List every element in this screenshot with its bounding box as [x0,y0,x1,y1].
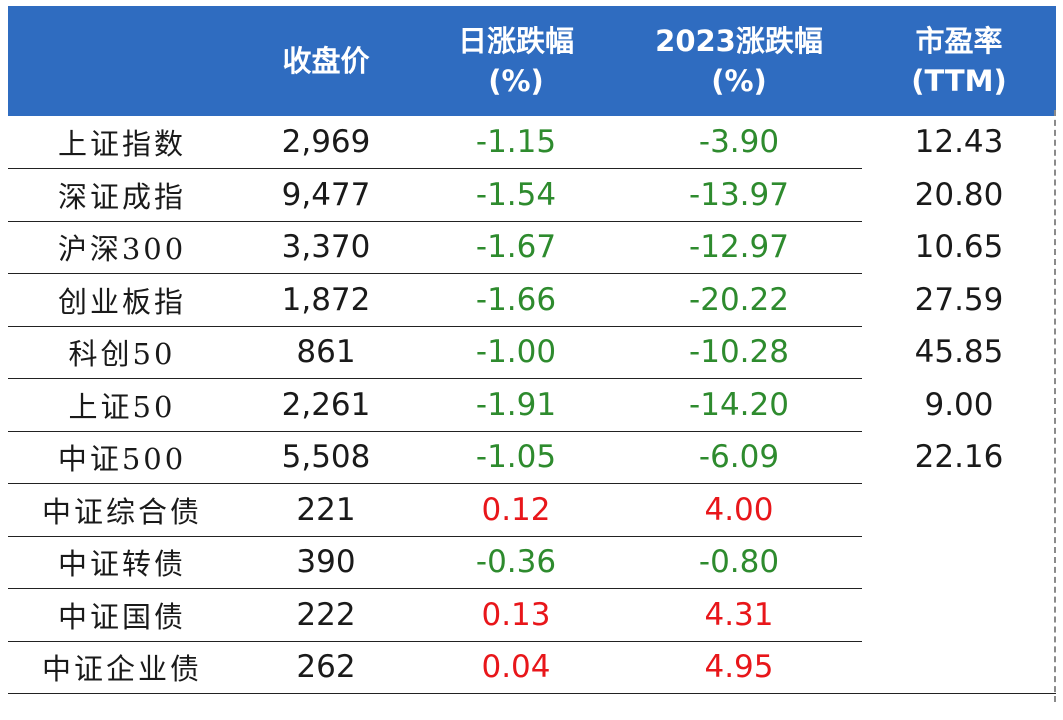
header-pe-ratio-label: 市盈率 [915,24,1003,58]
cell-name: 创业板指 [8,273,236,327]
cell-close: 1,872 [236,273,416,327]
header-close-price: 收盘价 [236,6,416,116]
cell-name: 中证企业债 [8,641,236,694]
table-row: 深证成指 9,477 -1.54 -13.97 20.80 [8,168,1056,222]
cell-ytd: -6.09 [616,431,862,484]
cell-pe: 20.80 [914,176,1004,213]
cell-daily: 0.04 [416,641,616,694]
right-dashed-border [1054,110,1056,702]
cell-pe: 45.85 [914,334,1004,371]
cell-ytd: -10.28 [616,326,862,379]
header-index-name [8,6,236,116]
table-row: 中证转债 390 -0.36 -0.80 [8,536,1056,589]
cell-name: 上证50 [8,378,236,432]
cell-daily: -1.67 [416,221,616,274]
cell-ytd: -0.80 [616,536,862,589]
cell-close: 222 [236,588,416,642]
cell-close: 221 [236,483,416,537]
header-daily-change-unit: (%) [488,64,544,98]
header-daily-change: 日涨跌幅 (%) [416,6,616,116]
cell-close: 390 [236,536,416,589]
cell-name: 科创50 [8,326,236,379]
cell-close: 262 [236,641,416,694]
header-ytd-change-unit: (%) [711,64,767,98]
market-index-table-container: 收盘价 日涨跌幅 (%) 2023涨跌幅 (%) 市盈率 (TTM) 上证指数 2… [8,6,1056,694]
cell-ytd: 4.95 [616,641,862,694]
cell-close: 861 [236,326,416,379]
table-row: 中证企业债 262 0.04 4.95 [8,641,1056,694]
header-pe-ratio-unit: (TTM) [911,64,1007,98]
cell-daily: -1.54 [416,168,616,222]
cell-name: 中证转债 [8,536,236,589]
cell-pe: 9.00 [924,386,994,423]
cell-ytd: 4.31 [616,588,862,642]
table-row: 上证50 2,261 -1.91 -14.20 9.00 [8,378,1056,432]
cell-daily: -1.91 [416,378,616,432]
table-row: 中证综合债 221 0.12 4.00 [8,483,1056,537]
cell-close: 3,370 [236,221,416,274]
cell-pe: 22.16 [914,439,1004,476]
cell-close: 2,261 [236,378,416,432]
cell-pe: 10.65 [914,229,1004,266]
market-index-table: 收盘价 日涨跌幅 (%) 2023涨跌幅 (%) 市盈率 (TTM) 上证指数 2… [8,6,1056,694]
table-row: 科创50 861 -1.00 -10.28 45.85 [8,326,1056,379]
table-row: 中证500 5,508 -1.05 -6.09 22.16 [8,431,1056,484]
cell-name: 中证国债 [8,588,236,642]
cell-pe [862,589,1056,642]
cell-daily: -1.00 [416,326,616,379]
table-row: 中证国债 222 0.13 4.31 [8,588,1056,642]
cell-daily: -1.05 [416,431,616,484]
table-header: 收盘价 日涨跌幅 (%) 2023涨跌幅 (%) 市盈率 (TTM) [8,6,1056,116]
cell-ytd: -13.97 [616,168,862,222]
cell-ytd: -3.90 [616,116,862,169]
cell-daily: -1.66 [416,273,616,327]
cell-pe [862,536,1056,589]
cell-daily: 0.13 [416,588,616,642]
cell-pe: 12.43 [914,124,1004,161]
cell-pe [862,641,1056,694]
cell-daily: -1.15 [416,116,616,169]
cell-close: 9,477 [236,168,416,222]
table-row: 沪深300 3,370 -1.67 -12.97 10.65 [8,221,1056,274]
cell-name: 上证指数 [8,116,236,169]
cell-name: 深证成指 [8,168,236,222]
cell-ytd: 4.00 [616,483,862,537]
table-body: 上证指数 2,969 -1.15 -3.90 12.43 深证成指 9,477 -1.54 -1… [8,116,1056,694]
cell-name: 中证综合债 [8,483,236,537]
table-row: 创业板指 1,872 -1.66 -20.22 27.59 [8,273,1056,327]
cell-ytd: -20.22 [616,273,862,327]
cell-daily: 0.12 [416,483,616,537]
cell-name: 中证500 [8,431,236,484]
header-pe-ratio: 市盈率 (TTM) [862,6,1056,116]
header-row: 收盘价 日涨跌幅 (%) 2023涨跌幅 (%) 市盈率 (TTM) [8,6,1056,116]
cell-name: 沪深300 [8,221,236,274]
cell-ytd: -14.20 [616,378,862,432]
cell-close: 5,508 [236,431,416,484]
cell-ytd: -12.97 [616,221,862,274]
cell-pe: 27.59 [914,281,1004,318]
table-row: 上证指数 2,969 -1.15 -3.90 12.43 [8,116,1056,169]
header-daily-change-label: 日涨跌幅 [457,24,574,58]
header-ytd-change-label: 2023涨跌幅 [655,24,823,58]
cell-close: 2,969 [236,116,416,169]
cell-daily: -0.36 [416,536,616,589]
header-ytd-change: 2023涨跌幅 (%) [616,6,862,116]
header-close-price-label: 收盘价 [282,44,370,78]
cell-pe [862,484,1056,537]
